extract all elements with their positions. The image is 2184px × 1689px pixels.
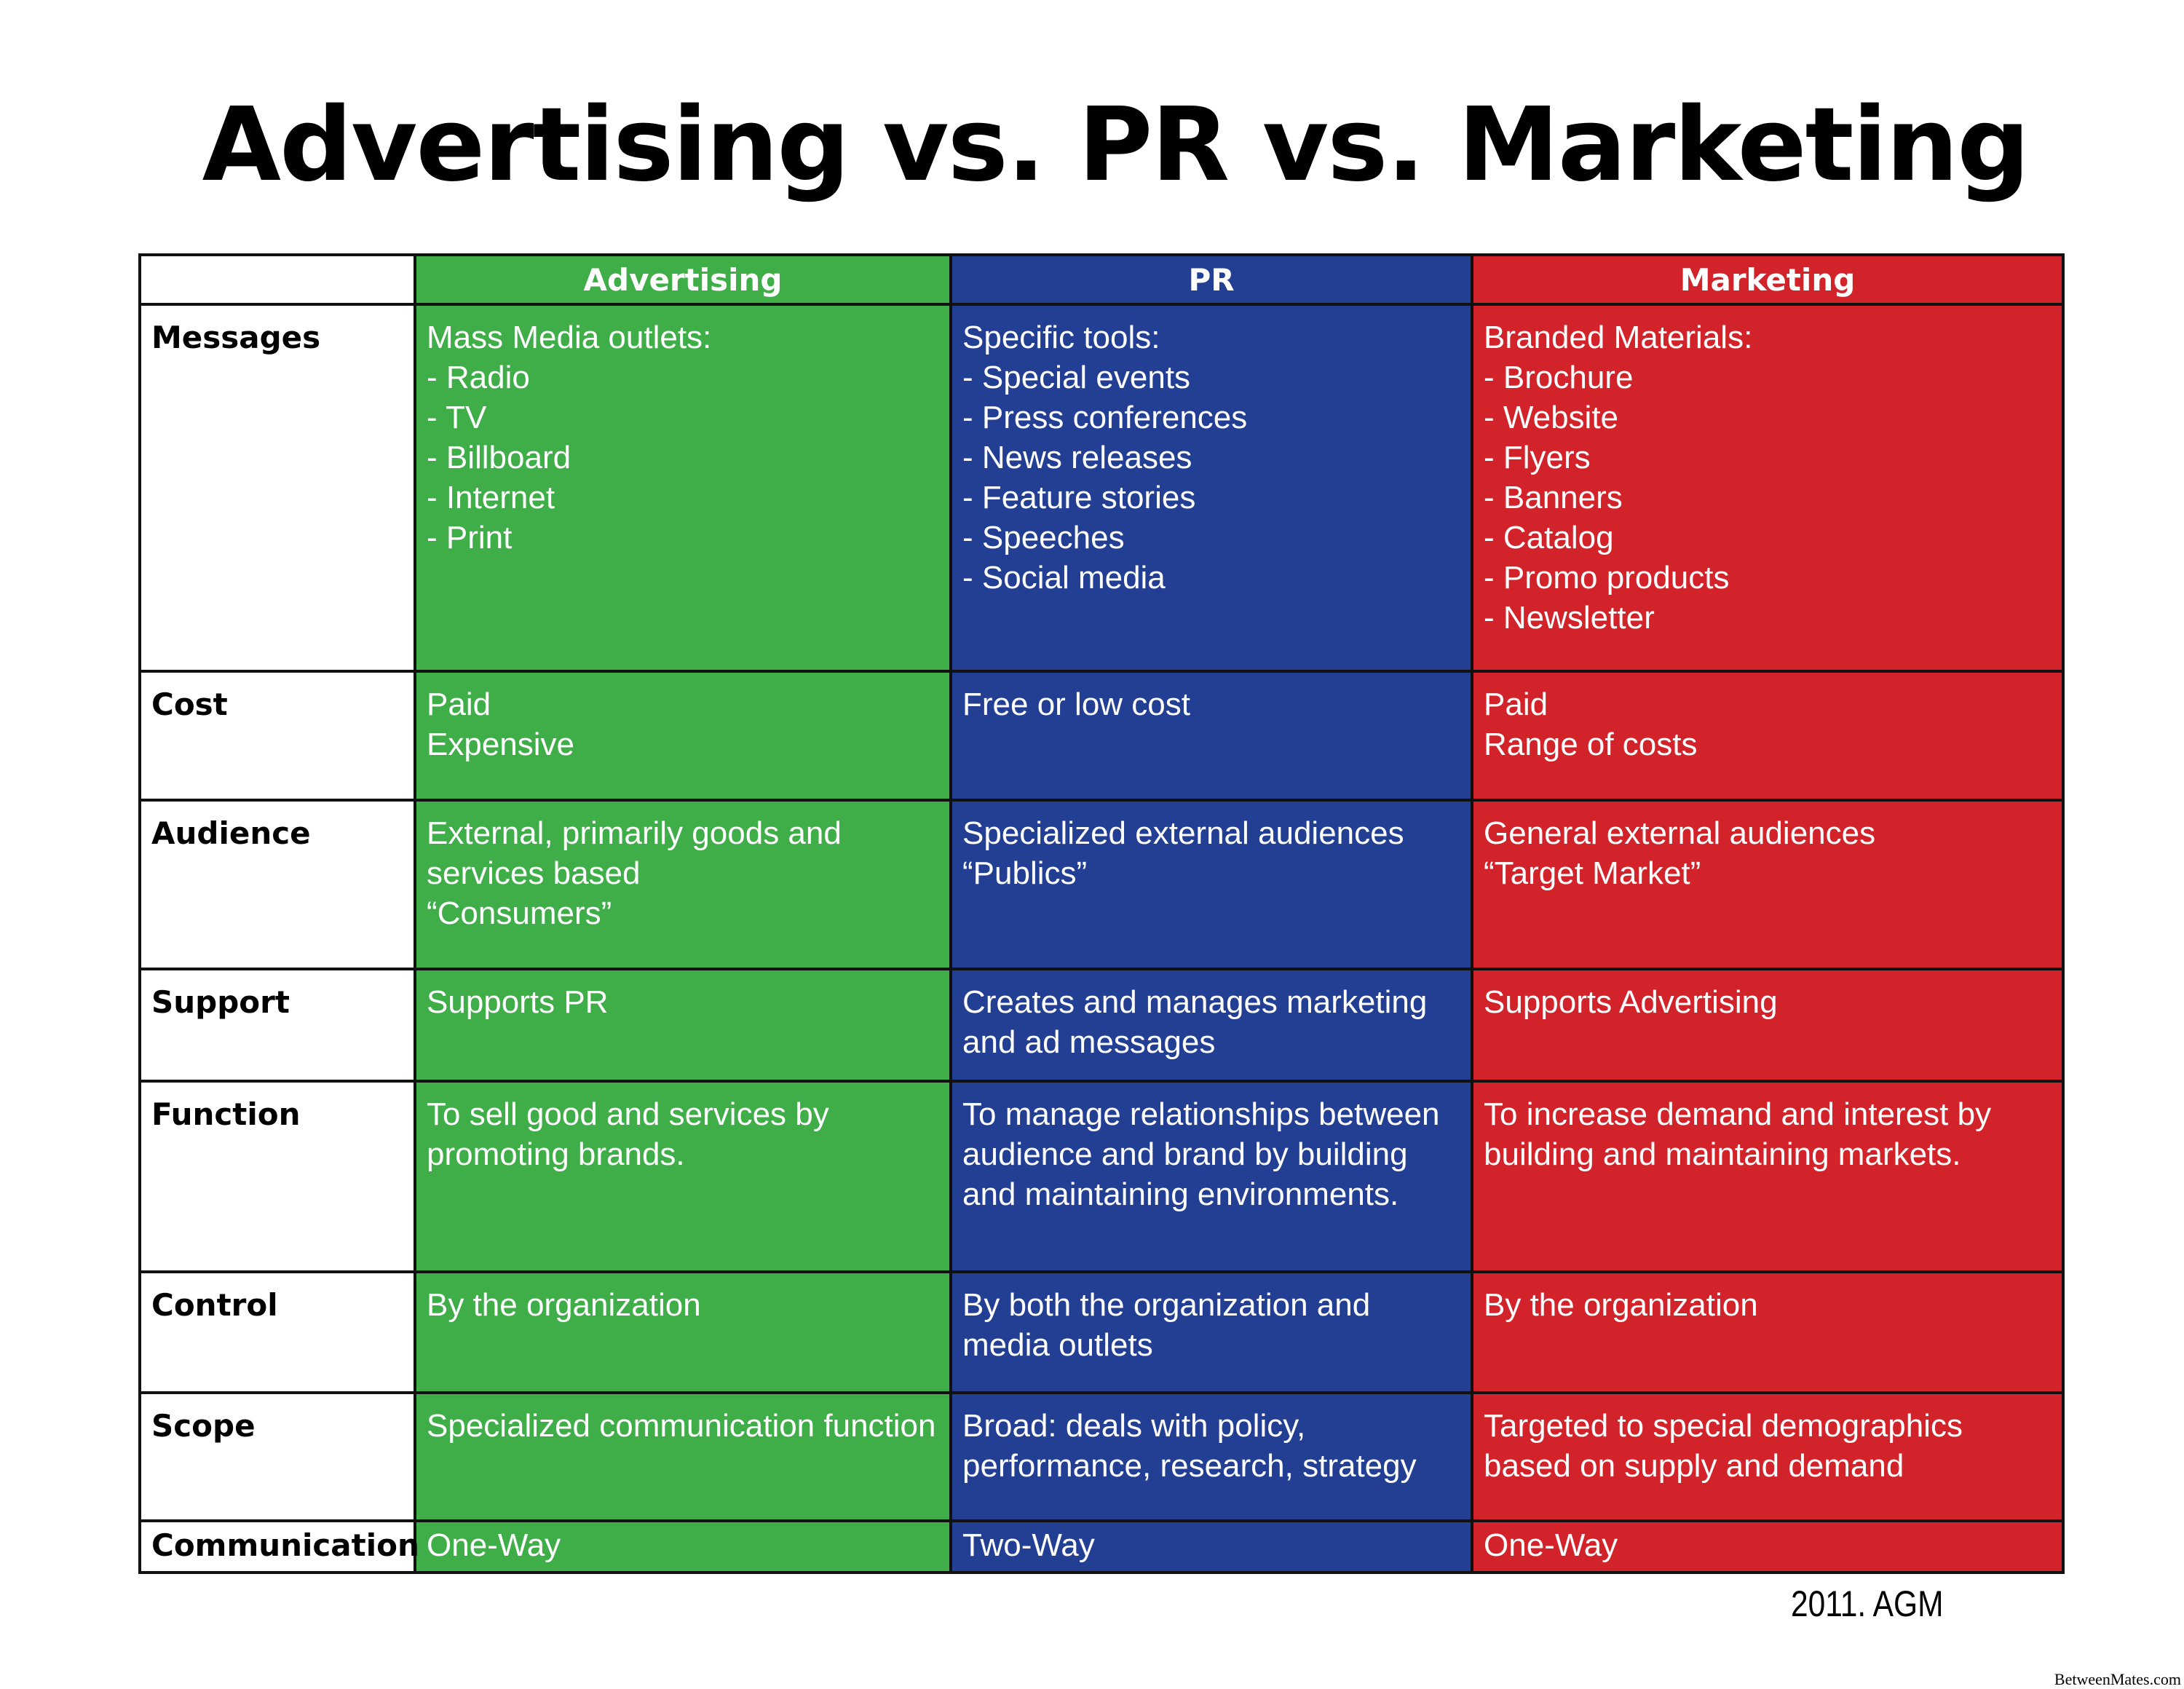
row-label: Control: [138, 1270, 416, 1394]
header-corner-cell: [138, 253, 416, 306]
table-cell: One-Way: [1471, 1519, 2065, 1574]
table-cell: To sell good and services by promoting b…: [414, 1080, 952, 1273]
table-cell: Broad: deals with policy, performance, r…: [949, 1391, 1473, 1522]
page-title: Advertising vs. PR vs. Marketing: [202, 86, 2030, 205]
table-cell: Free or low cost: [949, 670, 1473, 802]
column-header-marketing: Marketing: [1471, 253, 2065, 306]
row-label: Function: [138, 1080, 416, 1273]
table-row: Scope Specialized communication function…: [138, 1391, 2065, 1522]
credit-text: 2011. AGM: [1791, 1583, 1944, 1624]
table-row: Function To sell good and services by pr…: [138, 1080, 2065, 1273]
table-row: Control By the organization By both the …: [138, 1270, 2065, 1394]
table-cell: Paid Range of costs: [1471, 670, 2065, 802]
table-cell: Paid Expensive: [414, 670, 952, 802]
row-label: Scope: [138, 1391, 416, 1522]
table-cell: Creates and manages marketing and ad mes…: [949, 968, 1473, 1083]
row-label: Communication: [138, 1519, 419, 1574]
table-cell: Mass Media outlets: - Radio - TV - Billb…: [414, 303, 952, 673]
row-label: Messages: [138, 303, 416, 673]
table-cell: To manage relationships between audience…: [949, 1080, 1473, 1273]
table-cell: Branded Materials: - Brochure - Website …: [1471, 303, 2065, 673]
table-cell: One-Way: [414, 1519, 952, 1574]
table-row: Support Supports PR Creates and manages …: [138, 968, 2065, 1083]
table-row: Audience External, primarily goods and s…: [138, 799, 2065, 970]
table-cell: General external audiences “Target Marke…: [1471, 799, 2065, 970]
table-cell: Supports PR: [414, 968, 952, 1083]
table-cell: By the organization: [414, 1270, 952, 1394]
table-cell: Specialized external audiences “Publics”: [949, 799, 1473, 970]
column-header-pr: PR: [949, 253, 1473, 306]
column-header-advertising: Advertising: [414, 253, 952, 306]
table-cell: Targeted to special demographics based o…: [1471, 1391, 2065, 1522]
comparison-table: Advertising PR Marketing Messages Mass M…: [138, 253, 2065, 1574]
table-row: Communication One-Way Two-Way One-Way: [138, 1519, 2065, 1574]
table-cell: By both the organization and media outle…: [949, 1270, 1473, 1394]
watermark-text: BetweenMates.com: [2054, 1670, 2181, 1688]
table-cell: Specialized communication function: [414, 1391, 952, 1522]
row-label: Audience: [138, 799, 416, 970]
table-cell: External, primarily goods and services b…: [414, 799, 952, 970]
table-row: Messages Mass Media outlets: - Radio - T…: [138, 303, 2065, 673]
table-cell: Supports Advertising: [1471, 968, 2065, 1083]
header-row: Advertising PR Marketing: [138, 253, 2065, 306]
table-cell: Two-Way: [949, 1519, 1473, 1574]
table-cell: By the organization: [1471, 1270, 2065, 1394]
table-row: Cost Paid Expensive Free or low cost Pai…: [138, 670, 2065, 802]
row-label: Cost: [138, 670, 416, 802]
row-label: Support: [138, 968, 416, 1083]
table-cell: Specific tools: - Special events - Press…: [949, 303, 1473, 673]
table-cell: To increase demand and interest by build…: [1471, 1080, 2065, 1273]
